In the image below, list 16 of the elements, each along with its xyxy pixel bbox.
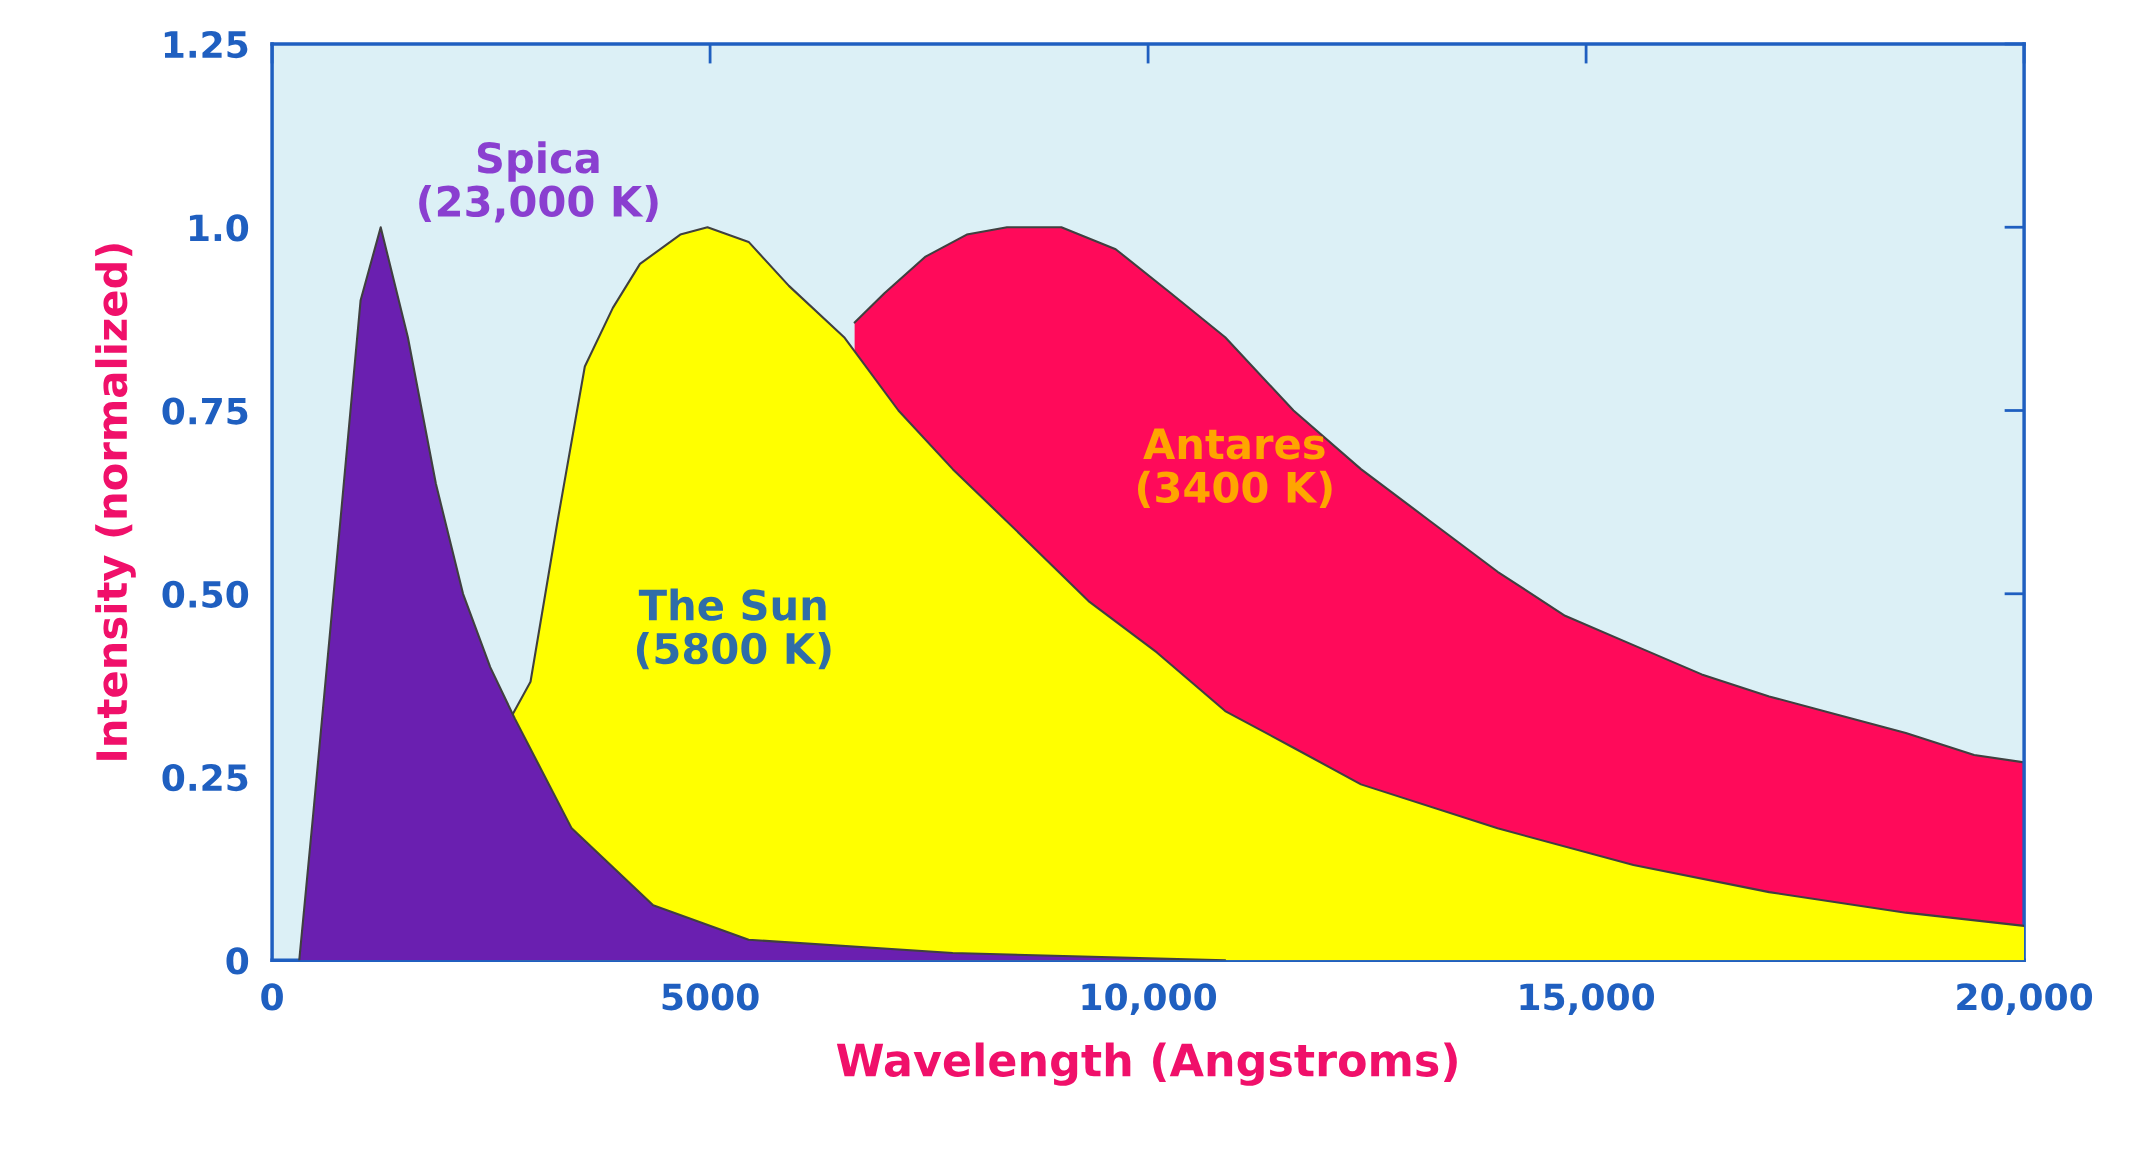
series-label: Antares (3400 K)	[1137, 428, 1332, 508]
y-tick-label: 0.50	[162, 580, 249, 609]
series-label: The Sun (5800 K)	[636, 588, 831, 670]
y-tick-label: 1.25	[164, 30, 248, 59]
x-tick-label: 20,000	[1957, 983, 2093, 1016]
y-tick-label: 0.25	[162, 763, 248, 792]
x-axis-title: Wavelength (Angstroms)	[836, 1042, 1457, 1086]
x-tick-label: 10,000	[1082, 983, 1217, 1016]
x-tick-label: 15,000	[1520, 983, 1655, 1016]
x-tick-label: 5000	[662, 983, 759, 1011]
y-axis-title: Intensity (normalized)	[95, 244, 136, 760]
y-tick-label: 1.0	[189, 214, 249, 242]
y-tick-label: 0.75	[162, 397, 248, 425]
series-label: Spica (23,000 K)	[419, 141, 658, 223]
x-tick-label: 0	[261, 983, 283, 1011]
y-tick-label: 0	[226, 947, 249, 975]
